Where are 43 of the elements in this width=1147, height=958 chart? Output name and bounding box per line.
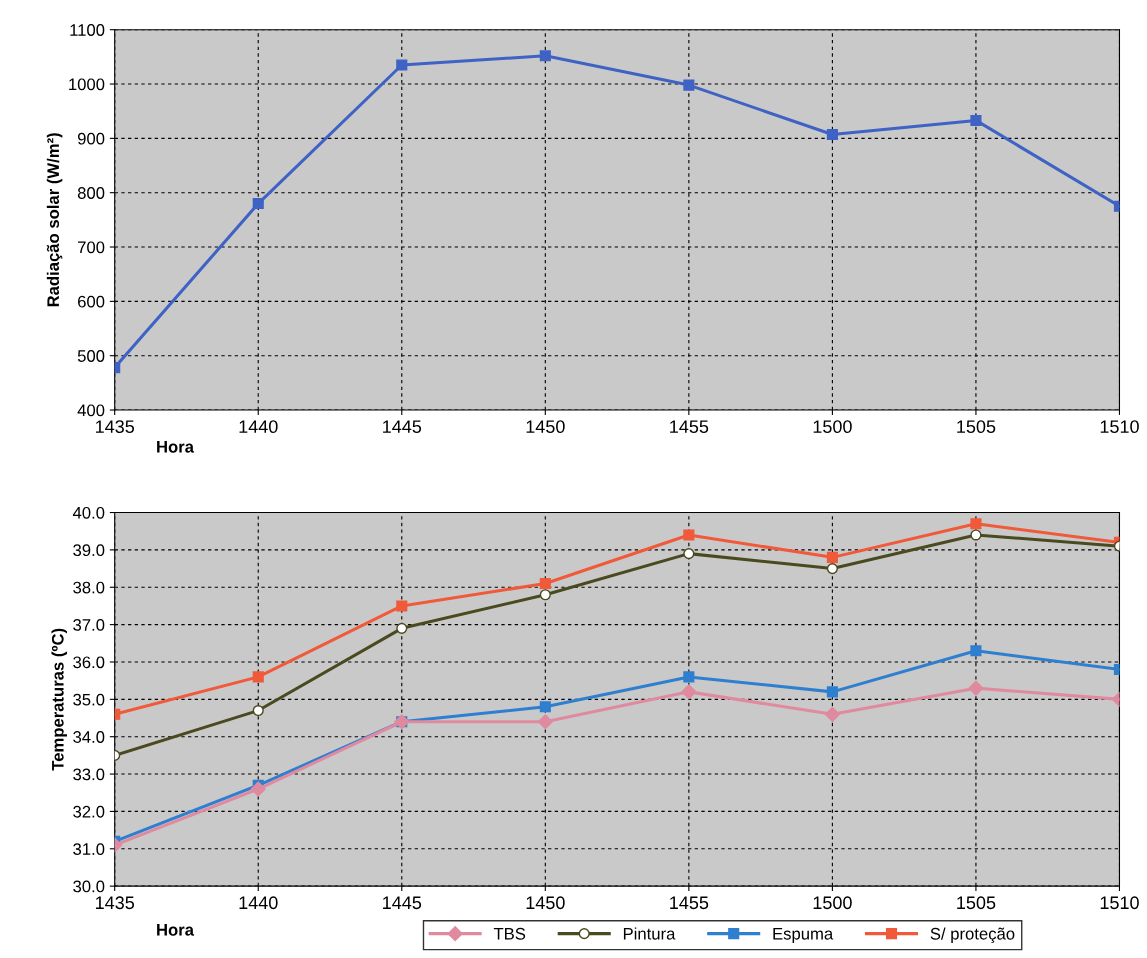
y-tick-label: 34.0 [73,731,105,743]
x-tick-label: 1440 [239,896,278,910]
x-tick-label: 1440 [239,420,278,434]
y-tick-label: 32.0 [73,805,105,818]
x-tick-label: 1455 [670,896,709,910]
y-tick-label: 900 [77,132,105,145]
y-tick-label: 1000 [69,78,105,91]
x-tick-label: 1450 [526,420,565,434]
legend-label: TBS [493,927,526,940]
y-tick-label: 38.0 [73,581,105,594]
x-tick-label: 1500 [813,420,852,434]
x-tick-label: 1505 [957,420,996,434]
y-tick-label: 37.0 [73,619,105,631]
x-tick-label: 1445 [383,420,422,434]
y-axis-title: Radiação solar (W/m²) [46,133,63,307]
y-tick-label: 31.0 [73,843,105,855]
x-tick-label: 1435 [96,420,135,434]
x-tick-label: 1445 [383,896,422,910]
x-tick-label: 1505 [957,896,996,910]
legend-label: Espuma [773,928,834,943]
y-axis-title: Temperaturas (ºC) [51,628,67,771]
y-tick-label: 800 [77,187,105,199]
legend-label: S/ proteção [930,927,1015,943]
x-tick-label: 1450 [526,896,565,910]
x-tick-label: 1510 [1100,896,1139,910]
y-tick-label: 30.0 [73,880,105,893]
y-tick-label: 600 [78,295,105,308]
y-tick-label: 400 [77,404,105,417]
legend-label: Pintura [623,927,676,940]
x-axis-title: Hora [157,924,195,936]
x-tick-label: 1435 [96,896,135,910]
x-axis-title: Hora [157,441,195,453]
y-tick-label: 40.0 [72,506,105,519]
y-tick-label: 35.0 [73,693,105,706]
y-tick-label: 33.0 [73,768,105,781]
y-tick-label: 500 [77,350,105,362]
x-tick-label: 1500 [813,896,852,910]
y-tick-label: 700 [78,241,105,254]
x-tick-label: 1510 [1100,420,1139,434]
y-tick-label: 1100 [70,24,105,36]
y-tick-label: 39.0 [73,544,105,557]
y-tick-label: 36.0 [73,656,105,669]
x-tick-label: 1455 [670,420,709,434]
